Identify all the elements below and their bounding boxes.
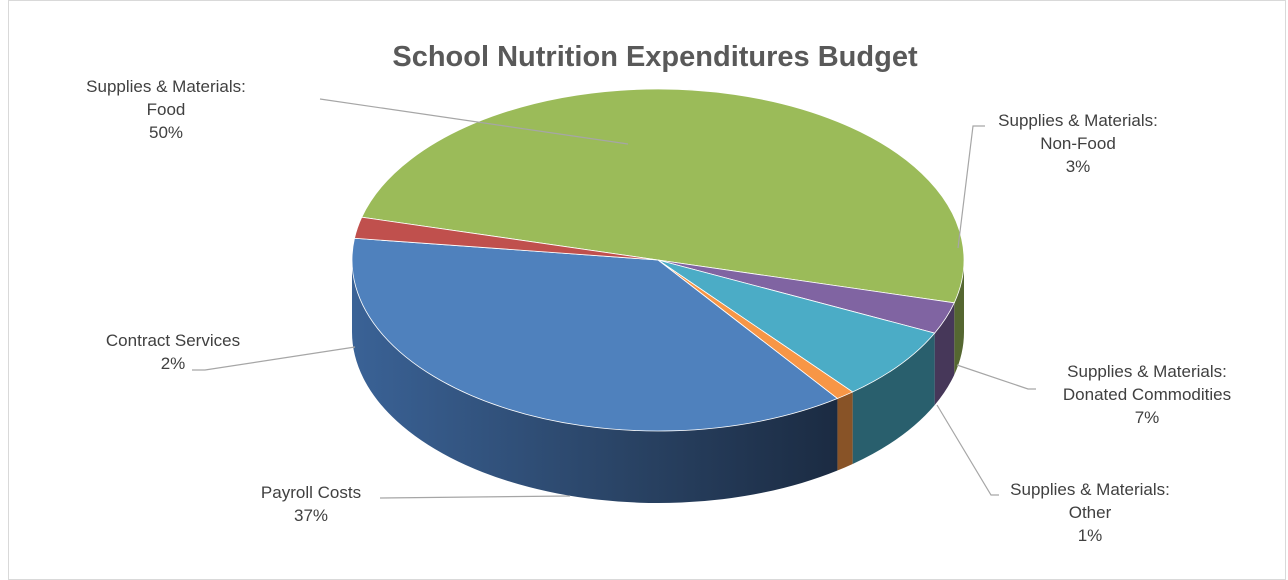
data-label-donated-commodities-percent: 7% xyxy=(1135,408,1160,427)
pie-slice-donated-commodities xyxy=(657,259,936,393)
leader-line-donated-commodities xyxy=(956,364,1036,390)
data-label-non-food-category: Supplies & Materials: xyxy=(998,111,1158,130)
pie-slice-food xyxy=(361,88,965,304)
data-label-payroll-costs: Payroll Costs 37% xyxy=(261,483,361,525)
leader-line-other xyxy=(936,404,999,496)
pie-slice-contract-services xyxy=(353,216,659,261)
pie-side-other xyxy=(837,391,853,471)
data-label-food: Supplies & Materials: Food 50% xyxy=(86,77,246,142)
data-label-other-category: Supplies & Materials: xyxy=(1010,480,1170,499)
data-label-non-food-percent: 3% xyxy=(1066,157,1091,176)
data-label-food-percent: 50% xyxy=(149,123,183,142)
data-label-non-food-name: Non-Food xyxy=(1040,134,1116,153)
pie-sides xyxy=(351,260,964,504)
data-label-donated-commodities-name: Donated Commodities xyxy=(1063,385,1231,404)
pie-side-non-food xyxy=(934,302,955,406)
data-label-contract-services-percent: 2% xyxy=(161,354,186,373)
pie-tops xyxy=(351,88,965,432)
leader-lines xyxy=(192,98,1036,499)
data-label-other: Supplies & Materials: Other 1% xyxy=(1010,480,1170,545)
chart-title: School Nutrition Expenditures Budget xyxy=(392,41,918,73)
data-label-payroll-costs-name: Payroll Costs xyxy=(261,483,361,502)
data-label-contract-services: Contract Services 2% xyxy=(106,331,240,373)
data-label-contract-services-name: Contract Services xyxy=(106,331,240,350)
leader-line-contract-services xyxy=(192,346,356,371)
data-label-other-name: Other xyxy=(1069,503,1112,522)
data-label-donated-commodities: Supplies & Materials: Donated Commodities… xyxy=(1063,362,1231,427)
data-label-payroll-costs-percent: 37% xyxy=(294,506,328,525)
pie-side-payroll-costs xyxy=(351,260,838,504)
pie-side-donated-commodities xyxy=(852,333,935,464)
pie-side-food xyxy=(954,260,964,375)
pie-chart: School Nutrition Expenditures Budget Sup… xyxy=(86,41,1231,545)
leader-line-food xyxy=(319,98,629,145)
leader-line-non-food xyxy=(957,125,985,249)
data-label-other-percent: 1% xyxy=(1078,526,1103,545)
data-label-donated-commodities-category: Supplies & Materials: xyxy=(1067,362,1227,381)
data-label-non-food: Supplies & Materials: Non-Food 3% xyxy=(998,111,1158,176)
pie-slice-payroll-costs xyxy=(351,237,839,432)
data-labels: Supplies & Materials: Food 50%Supplies & M… xyxy=(86,77,1231,545)
data-label-food-category: Supplies & Materials: xyxy=(86,77,246,96)
leader-line-payroll-costs xyxy=(379,495,571,499)
data-label-food-name: Food xyxy=(147,100,186,119)
